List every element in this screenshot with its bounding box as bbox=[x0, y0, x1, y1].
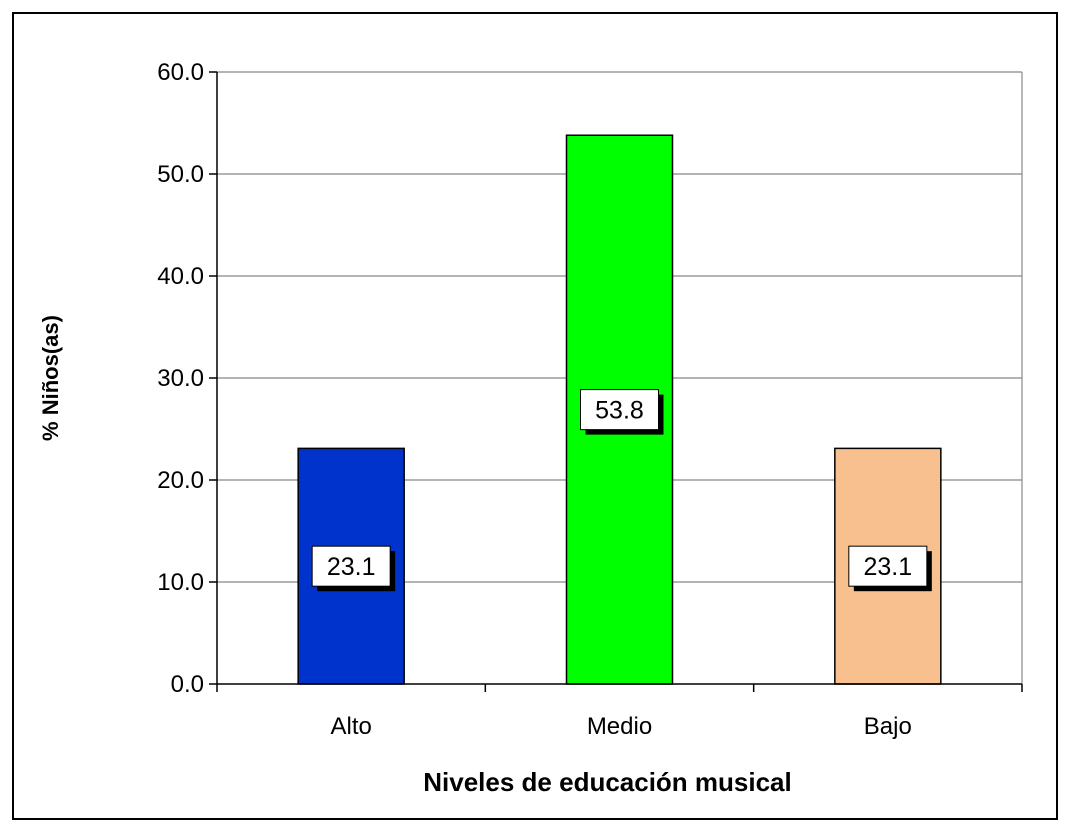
y-axis-title: % Niños(as) bbox=[38, 315, 63, 441]
data-label: 53.8 bbox=[595, 397, 644, 425]
y-tick-label: 40.0 bbox=[157, 263, 204, 290]
y-tick-label: 0.0 bbox=[171, 671, 204, 698]
y-tick-label: 50.0 bbox=[157, 161, 204, 188]
y-tick-label: 20.0 bbox=[157, 467, 204, 494]
chart-frame: 0.0 10.0 20.0 30.0 40.0 50.0 60.0 Alto Medio Baj… bbox=[12, 12, 1058, 820]
data-labels: 23.1 53.8 23.1 bbox=[311, 389, 932, 592]
x-tick-labels: Alto Medio Bajo bbox=[330, 713, 911, 740]
y-tick-label: 30.0 bbox=[157, 365, 204, 392]
data-label-box bbox=[580, 389, 659, 431]
x-axis-title: Niveles de educación musical bbox=[423, 767, 792, 797]
y-tick-label: 60.0 bbox=[157, 59, 204, 86]
data-label-box bbox=[311, 545, 391, 587]
data-label: 23.1 bbox=[863, 553, 912, 581]
y-tick-labels: 0.0 10.0 20.0 30.0 40.0 50.0 60.0 bbox=[157, 59, 204, 698]
data-label: 23.1 bbox=[327, 553, 376, 581]
axes bbox=[209, 71, 1023, 692]
data-label-box bbox=[848, 545, 928, 587]
x-tick-label: Alto bbox=[330, 713, 371, 740]
x-tick-label: Bajo bbox=[864, 713, 912, 740]
x-tick-label: Medio bbox=[587, 713, 652, 740]
bar-chart: 0.0 10.0 20.0 30.0 40.0 50.0 60.0 Alto Medio Baj… bbox=[38, 59, 1023, 797]
y-tick-label: 10.0 bbox=[157, 569, 204, 596]
